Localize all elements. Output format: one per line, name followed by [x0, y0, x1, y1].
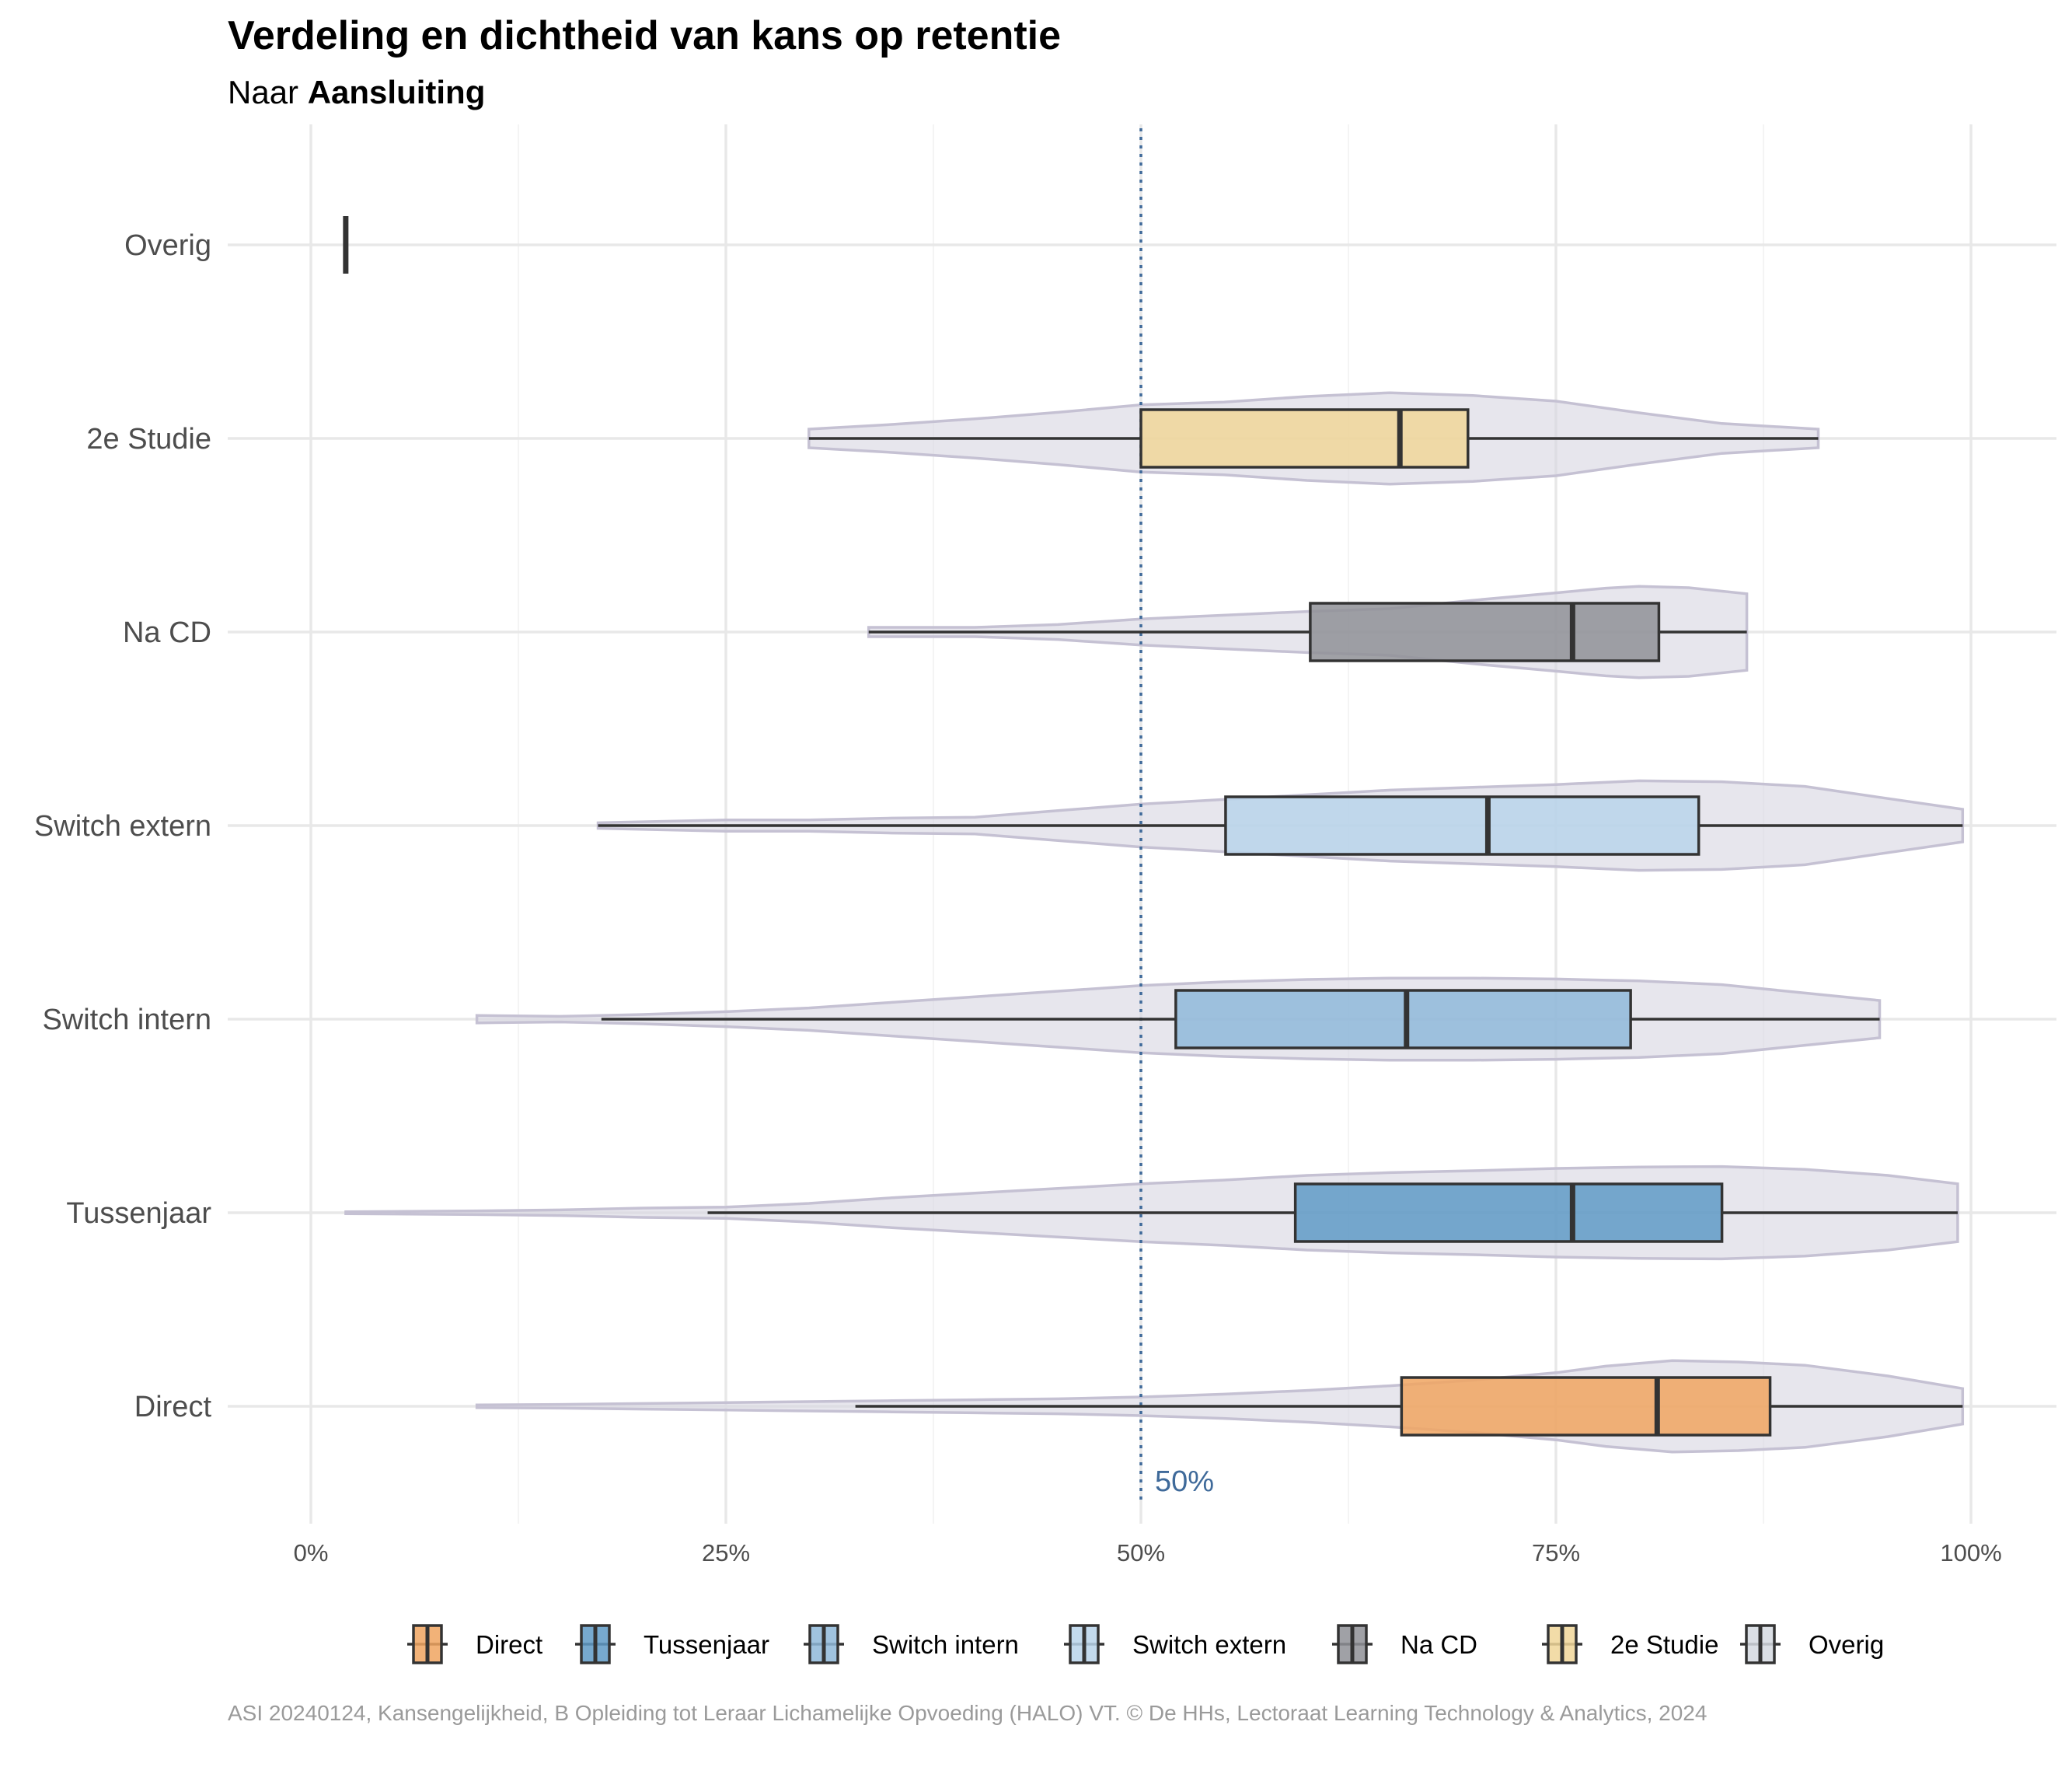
x-tick-label: 0% — [294, 1539, 329, 1566]
legend-item-na-cd: Na CD — [1332, 1624, 1477, 1664]
y-tick-label: Na CD — [123, 616, 211, 649]
y-tick-label: Tussenjaar — [66, 1197, 211, 1230]
legend-label: Overig — [1809, 1630, 1884, 1659]
boxplot-box-switch-intern — [1174, 989, 1632, 1049]
boxplot-box-direct — [1400, 1376, 1772, 1437]
x-tick-label: 50% — [1117, 1539, 1165, 1566]
y-tick-label: 2e Studie — [86, 423, 211, 456]
boxplot-box-switch-extern — [1224, 795, 1701, 856]
boxplots — [343, 216, 1963, 1437]
legend-label: 2e Studie — [1610, 1630, 1718, 1659]
reference-line-label: 50% — [1155, 1465, 1214, 1498]
legend-item-switch-extern: Switch extern — [1064, 1624, 1286, 1664]
legend-item-overig: Overig — [1740, 1624, 1884, 1664]
x-tick-label: 100% — [1940, 1539, 2001, 1566]
y-tick-label: Switch extern — [34, 810, 211, 843]
legend-label: Switch intern — [872, 1630, 1019, 1659]
legend-label: Direct — [476, 1630, 542, 1659]
violins — [344, 391, 1965, 1454]
legend: Direct Tussenjaar Switch intern Switch exte… — [407, 1624, 1884, 1664]
x-tick-label: 25% — [702, 1539, 750, 1566]
x-axis-labels: 0% 25% 50% 75% 100% — [294, 1539, 2002, 1566]
legend-label: Na CD — [1401, 1630, 1477, 1659]
chart-subtitle: Naar Aansluiting — [228, 74, 485, 110]
legend-label: Tussenjaar — [644, 1630, 769, 1659]
legend-item-2e-studie: 2e Studie — [1542, 1624, 1718, 1664]
y-tick-label: Direct — [134, 1391, 212, 1423]
boxplot-box-2e-studie — [1139, 408, 1470, 469]
x-tick-label: 75% — [1532, 1539, 1580, 1566]
legend-label: Switch extern — [1132, 1630, 1286, 1659]
boxplot-box-tussenjaar — [1293, 1182, 1724, 1243]
chart-caption: ASI 20240124, Kansengelijkheid, B Opleid… — [228, 1701, 1707, 1725]
subtitle-bold: Aansluiting — [308, 74, 486, 110]
legend-item-tussenjaar: Tussenjaar — [575, 1624, 769, 1664]
chart-title: Verdeling en dichtheid van kans op reten… — [228, 13, 1061, 58]
y-tick-label: Overig — [124, 229, 211, 262]
y-axis-labels: Overig 2e Studie Na CD Switch extern Switch … — [34, 229, 212, 1423]
reference-line: 50% — [1139, 128, 1214, 1504]
legend-item-direct: Direct — [407, 1624, 542, 1664]
boxplot-box-na-cd — [1309, 602, 1661, 662]
legend-item-switch-intern: Switch intern — [804, 1624, 1019, 1664]
y-tick-label: Switch intern — [42, 1004, 211, 1036]
subtitle-prefix: Naar — [228, 74, 308, 110]
